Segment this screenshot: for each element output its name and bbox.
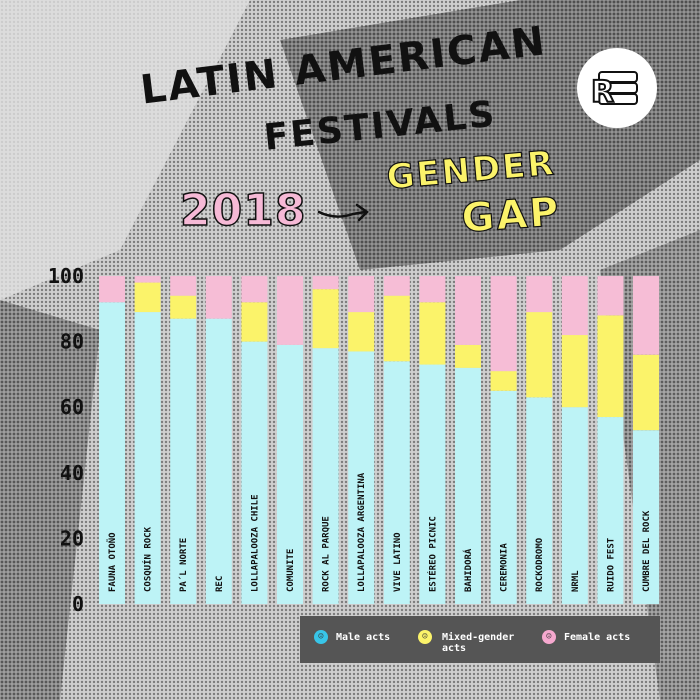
category-label: NRML — [571, 570, 581, 592]
y-axis: 0 20 40 60 80 100 — [48, 264, 84, 616]
bar-segment — [490, 276, 517, 372]
bar-segment — [99, 302, 125, 604]
bar-segment — [277, 344, 303, 604]
bar-segment — [455, 344, 481, 368]
bar-segment — [633, 354, 659, 431]
bar-segment — [383, 361, 410, 604]
category-label: VIVE LATINO — [393, 532, 403, 592]
bar-segment — [526, 276, 553, 313]
logo-letter: R — [591, 75, 614, 110]
bar-segment — [312, 348, 339, 604]
bar-segment — [312, 276, 339, 290]
bar-segment — [526, 397, 553, 604]
bar-segment — [205, 318, 232, 604]
bar-segment — [348, 312, 375, 352]
bar-segment — [348, 351, 375, 604]
legend-label-male: Male acts — [336, 632, 391, 643]
bar-segment — [561, 276, 588, 336]
bar-segment — [134, 282, 161, 313]
bar-segment — [455, 276, 481, 345]
bar-segment — [170, 318, 197, 604]
bar-segment — [205, 276, 232, 319]
category-label: ROCK AL PARQUE — [322, 516, 332, 592]
bar-segment — [170, 295, 197, 319]
bar-segment — [277, 276, 303, 345]
y-tick-label: 100 — [48, 264, 84, 288]
bar-segment — [597, 417, 624, 604]
bar-segment — [241, 341, 268, 604]
category-labels: FAUNA OTOÑO COSQUÍN ROCK PA´L NORTE REC LOLL… — [107, 472, 652, 592]
category-label: CUMBRE DEL ROCK — [642, 510, 652, 592]
y-tick-label: 40 — [60, 461, 84, 485]
bar-segment — [526, 312, 553, 398]
bar-segment — [134, 312, 161, 604]
smiley-icon: ☺ — [418, 630, 432, 644]
bar-segment — [348, 276, 375, 313]
y-tick-label: 60 — [60, 395, 84, 419]
category-label: ESTÉREO PICNIC — [426, 516, 438, 592]
bar-segment — [312, 289, 339, 349]
bar-segment — [633, 276, 659, 355]
bar-segment — [597, 276, 624, 316]
bar-segment — [561, 407, 588, 604]
category-label: PA´L NORTE — [178, 538, 189, 592]
bar-segment — [241, 276, 268, 303]
y-tick-label: 20 — [60, 526, 84, 550]
bar-segment — [419, 276, 446, 303]
category-label: REC — [215, 576, 225, 592]
legend-label-female: Female acts — [564, 632, 631, 643]
legend: ☺ Male acts ☺ Mixed-gender acts ☺ Female… — [300, 616, 660, 663]
category-label: RUIDO FEST — [606, 537, 616, 592]
bar-segment — [490, 371, 517, 391]
bar-segment — [134, 276, 161, 283]
r-sponge-logo-icon: R — [577, 48, 657, 128]
title-year: 2018 — [179, 184, 307, 237]
category-label: COMUNITE — [286, 549, 296, 592]
category-label: CEREMONIA — [500, 543, 510, 592]
category-label: ROCKODROMO — [535, 537, 545, 592]
category-label: BAHIDORÁ — [462, 548, 474, 592]
legend-label-mixed-1: Mixed-gender — [442, 632, 515, 643]
bar-segment — [455, 367, 481, 604]
arrow-right-icon — [317, 203, 369, 222]
bar-segment — [419, 364, 446, 604]
bar-segment — [383, 295, 410, 362]
category-label: LOLLAPALOOZA CHILE — [250, 494, 260, 592]
bar-segment — [383, 276, 410, 296]
bar-segment — [490, 390, 517, 604]
category-label: LOLLAPALOOZA ARGENTINA — [357, 472, 367, 592]
bar-segment — [633, 430, 659, 604]
smiley-icon: ☺ — [542, 630, 556, 644]
bar-segment — [419, 302, 446, 365]
y-tick-label: 0 — [72, 592, 84, 616]
category-label: FAUNA OTOÑO — [107, 532, 118, 592]
bar-segment — [597, 315, 624, 418]
bar-segment — [241, 302, 268, 342]
bars — [99, 276, 659, 604]
smiley-icon: ☺ — [314, 630, 328, 644]
bar-segment — [170, 276, 197, 296]
bar-segment — [561, 335, 588, 408]
legend-label-mixed-2: acts — [442, 643, 467, 654]
category-label: COSQUÍN ROCK — [142, 526, 154, 592]
y-tick-label: 80 — [60, 330, 84, 354]
bar-segment — [99, 276, 125, 303]
